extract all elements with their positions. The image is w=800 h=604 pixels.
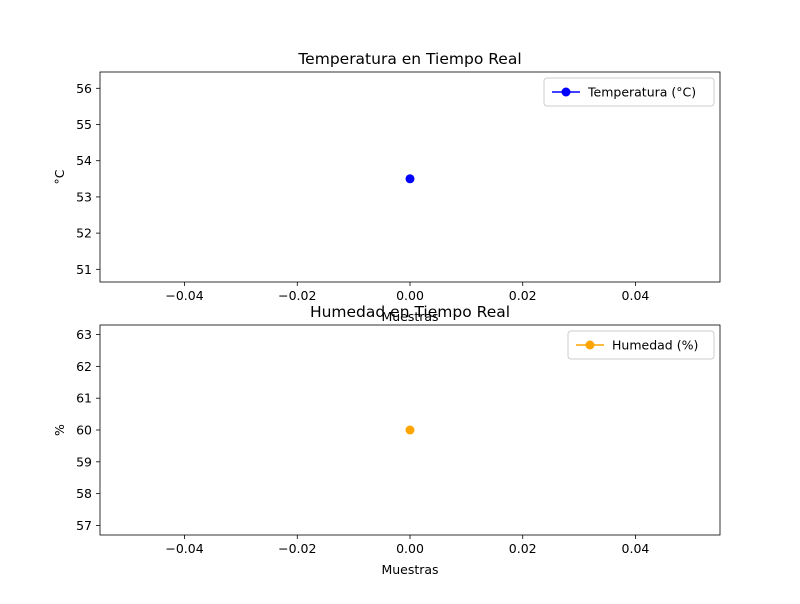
y-axis-label: % xyxy=(52,424,67,436)
x-tick-label: 0.00 xyxy=(396,541,424,556)
y-tick-label: 57 xyxy=(76,518,92,533)
x-tick-label: −0.04 xyxy=(165,541,203,556)
x-tick-label: 0.02 xyxy=(509,288,537,303)
legend-entry-label: Humedad (%) xyxy=(612,338,698,353)
y-tick-label: 51 xyxy=(76,262,92,277)
x-tick-label: 0.02 xyxy=(509,541,537,556)
x-tick-label: 0.04 xyxy=(622,288,650,303)
chart-title: Temperatura en Tiempo Real xyxy=(297,50,521,68)
y-tick-label: 63 xyxy=(76,327,92,342)
subplot-0: −0.04 −0.02 0.00 0.02 0.04 51 52 53 54 55 56 Temper… xyxy=(52,50,721,324)
data-point-0-0 xyxy=(405,425,415,435)
x-tick-label: 0.00 xyxy=(396,288,424,303)
y-tick-label: 55 xyxy=(76,117,92,132)
y-tick-label: 61 xyxy=(76,391,92,406)
x-tick-label: 0.04 xyxy=(622,541,650,556)
y-tick-label: 59 xyxy=(76,454,92,469)
data-point-0-0 xyxy=(405,174,415,184)
y-tick-label: 52 xyxy=(76,226,92,241)
y-tick-label: 54 xyxy=(76,153,92,168)
legend: Temperatura (°C) xyxy=(543,77,715,107)
y-tick-label: 60 xyxy=(76,423,92,438)
x-tick-label: −0.02 xyxy=(278,541,316,556)
x-axis-label: Muestras xyxy=(381,309,438,324)
legend-box xyxy=(567,330,715,360)
y-tick-label: 62 xyxy=(76,359,92,374)
legend: Humedad (%) xyxy=(567,330,715,360)
legend-marker-swatch xyxy=(561,87,571,97)
legend-box xyxy=(543,77,715,107)
legend-entry-label: Temperatura (°C) xyxy=(587,85,696,100)
y-tick-label: 58 xyxy=(76,486,92,501)
x-tick-label: −0.02 xyxy=(278,288,316,303)
legend-marker-swatch xyxy=(585,340,595,350)
y-tick-label: 56 xyxy=(76,81,92,96)
chart-title: Humedad en Tiempo Real xyxy=(310,303,510,321)
y-axis-label: °C xyxy=(52,169,67,184)
y-tick-label: 53 xyxy=(76,189,92,204)
subplot-1: −0.04 −0.02 0.00 0.02 0.04 57 58 59 60 61 62 63 Hume… xyxy=(52,303,721,577)
x-tick-label: −0.04 xyxy=(165,288,203,303)
x-axis-label: Muestras xyxy=(381,562,438,577)
